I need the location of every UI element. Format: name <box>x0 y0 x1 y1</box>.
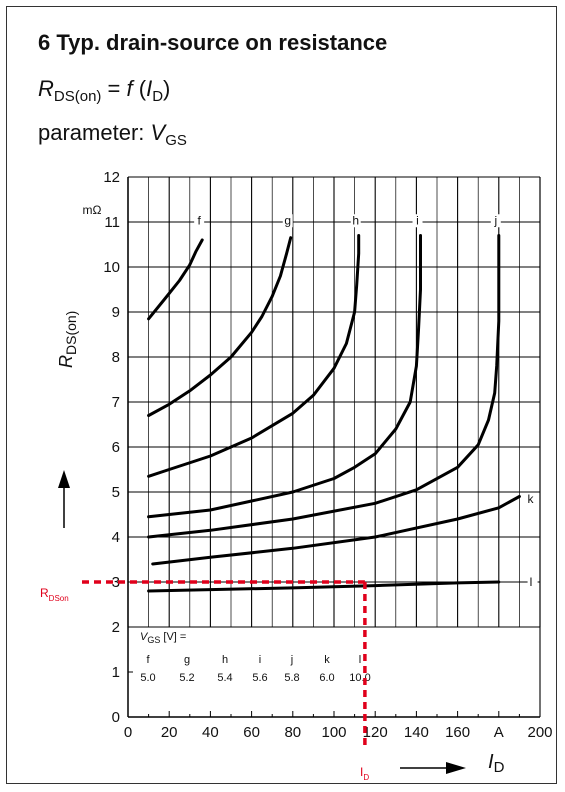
figure-frame <box>6 6 557 784</box>
y-axis-label-main: R <box>56 355 76 368</box>
legend-name-g: g <box>184 654 190 666</box>
series-h-label: h <box>352 213 359 227</box>
parameter-symbol: V <box>150 120 166 145</box>
grid <box>127 176 541 718</box>
id-marker-label-main: I <box>360 765 363 779</box>
legend-value-i: 5.6 <box>252 672 267 684</box>
series-j-label-bg <box>490 214 501 228</box>
series-l-label-bg <box>527 576 538 589</box>
series-curves: f g h i j k l <box>147 213 538 593</box>
series-f-label-bg <box>194 214 205 228</box>
y-tick-label: 2 <box>112 619 120 636</box>
y-axis-label: RDS(on) <box>56 311 79 368</box>
series-h-label-bg <box>350 214 361 228</box>
legend-name-l: l <box>359 654 361 666</box>
legend-header-unit: [V] = <box>160 631 186 643</box>
x-unit-label: A <box>494 724 504 741</box>
series-l-label: l <box>530 575 533 589</box>
id-marker-label-sub: D <box>363 773 369 782</box>
legend-value-g: 5.2 <box>179 672 194 684</box>
x-tick-label: 140 <box>404 724 429 741</box>
legend-name-i: i <box>259 654 261 666</box>
formula-lhs-symbol: R <box>38 76 54 101</box>
series-f-label: f <box>197 213 201 227</box>
legend-value-k: 6.0 <box>319 672 334 684</box>
formula-function: f <box>126 76 133 101</box>
x-arrow-head <box>446 762 466 774</box>
formula-open-paren: ( <box>132 76 147 101</box>
chart-title: 6 Typ. drain-source on resistance <box>38 30 388 55</box>
annotation: RDSon ID <box>40 580 369 782</box>
series-k-line <box>151 495 521 566</box>
series-g-label: g <box>284 213 291 227</box>
legend-value-h: 5.4 <box>217 672 232 684</box>
y-tick-label: 11 <box>104 214 120 231</box>
formula-equals: = <box>101 76 127 101</box>
legend-name-h: h <box>222 654 228 666</box>
series-h-line <box>147 234 361 478</box>
series-g-line <box>147 236 293 417</box>
id-marker-label: ID <box>360 765 369 782</box>
x-tick-label: 200 <box>527 724 552 741</box>
y-tick-label: 8 <box>112 349 120 366</box>
y-unit-label: mΩ <box>83 203 102 217</box>
series-l-line <box>147 580 501 593</box>
legend-value-f: 5.0 <box>140 672 155 684</box>
formula-close-paren: ) <box>163 76 171 101</box>
y-tick-label: 12 <box>103 169 120 186</box>
y-tick-label: 3 <box>112 574 120 591</box>
x-tick-label: 100 <box>321 724 346 741</box>
tick-labels: 0 20 40 60 80 100 120 140 160 200A012345678910111… <box>56 169 553 776</box>
series-i-line <box>147 234 422 519</box>
legend-name-k: k <box>324 654 330 666</box>
series-f-line <box>147 238 204 321</box>
series-i-label: i <box>416 213 419 227</box>
legend-header: VGS [V] = <box>140 631 186 645</box>
x-tick-label: 40 <box>202 724 219 741</box>
x-axis-label: ID <box>488 751 505 776</box>
series-j-line <box>147 234 501 539</box>
rds-marker-label-main: R <box>40 586 49 600</box>
series-i-label-bg <box>412 214 423 228</box>
legend-value-j: 5.8 <box>284 672 299 684</box>
y-tick-label: 6 <box>112 439 120 456</box>
legend-name-j: j <box>290 654 293 666</box>
x-tick-label: 80 <box>284 724 301 741</box>
x-axis-label-sub: D <box>494 759 505 776</box>
x-tick-label: 20 <box>161 724 178 741</box>
x-axis-label-main: I <box>488 751 494 773</box>
legend-name-f: f <box>146 654 150 666</box>
rds-marker-label: RDSon <box>40 586 69 603</box>
rds-marker-label-sub: DSon <box>49 594 69 603</box>
parameter-prefix: parameter: <box>38 120 151 145</box>
y-arrow-head <box>58 470 70 488</box>
y-tick-label: 1 <box>112 664 120 681</box>
y-tick-label: 10 <box>103 259 120 276</box>
parameter-subscript: GS <box>165 132 187 149</box>
y-tick-label: 0 <box>112 709 120 726</box>
legend: VGS [V] = f 5.0 g 5.2 h 5.4 i 5.6 j 5.8 k 6.0 l 10.0 <box>140 631 371 684</box>
chart-parameter: parameter: VGS <box>38 120 187 149</box>
x-tick-label: 160 <box>445 724 470 741</box>
chart-formula: RDS(on) = f (ID) <box>38 76 171 105</box>
formula-rhs-subscript: D <box>152 88 164 105</box>
formula-lhs-subscript: DS(on) <box>53 88 102 105</box>
series-g-label-bg <box>282 214 293 228</box>
x-tick-label: 0 <box>124 724 132 741</box>
y-axis-label-sub: DS(on) <box>63 311 79 355</box>
x-tick-label: 120 <box>363 724 388 741</box>
series-k-label: k <box>528 492 535 506</box>
x-tick-label: 60 <box>243 724 260 741</box>
y-tick-label: 5 <box>112 484 120 501</box>
y-tick-label: 4 <box>112 529 120 546</box>
series-k-label-bg <box>525 492 536 506</box>
legend-header-symbol: V <box>140 631 149 643</box>
series-j-label: j <box>493 213 497 227</box>
y-tick-label: 7 <box>112 394 120 411</box>
legend-header-subscript: GS <box>147 635 160 645</box>
legend-value-l: 10.0 <box>349 672 370 684</box>
y-tick-label: 9 <box>112 304 120 321</box>
formula-rhs-symbol: I <box>146 76 153 101</box>
